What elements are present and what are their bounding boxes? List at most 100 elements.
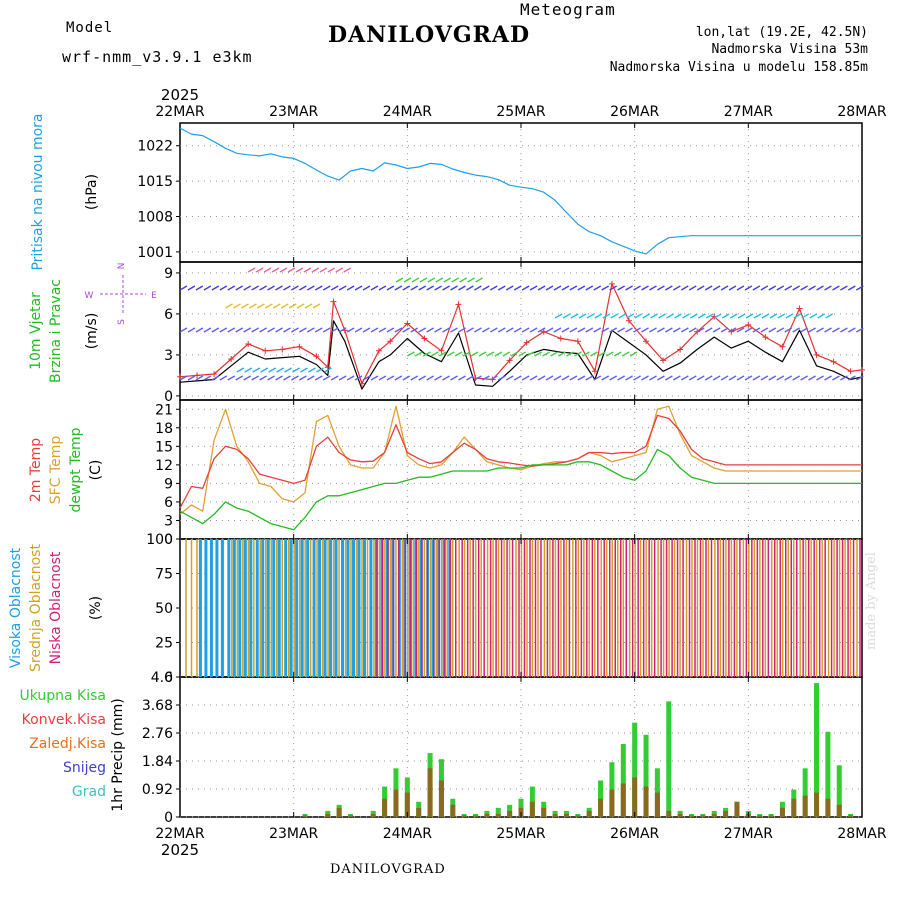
wind-direction-arrow: [808, 327, 816, 333]
wind-direction-arrow: [296, 303, 305, 309]
precip-bar-convective: [393, 789, 399, 817]
wind-direction-arrow: [594, 313, 603, 319]
wind-direction-arrow: [187, 375, 196, 381]
wind-direction-arrow: [577, 327, 586, 333]
pressure-unit: (hPa): [84, 174, 100, 210]
wind-direction-arrow: [641, 327, 649, 333]
precip-bar-convective: [836, 804, 842, 817]
wind-direction-arrow: [243, 375, 252, 381]
wind-gust-marker: [262, 347, 269, 354]
precip-bar-convective: [382, 798, 388, 817]
wind-direction-arrow: [605, 351, 614, 357]
wind-direction-arrow: [311, 267, 320, 273]
bottom-day-label: 23MAR: [269, 826, 318, 842]
wind-direction-arrow: [848, 327, 856, 333]
wind-direction-arrow: [817, 313, 826, 319]
wind-direction-arrow: [458, 375, 466, 381]
wind-direction-arrow: [832, 285, 840, 291]
precip-bar-convective: [495, 813, 501, 817]
wind-direction-arrow: [809, 313, 818, 319]
wind-direction-arrow: [362, 375, 371, 381]
wind-direction-arrow: [227, 327, 236, 333]
low-cloud-axis-title: Niska Oblacnost: [48, 551, 64, 664]
wind-direction-arrow: [271, 267, 280, 273]
precip-bar-total: [495, 807, 501, 817]
wind-direction-arrow: [312, 303, 321, 309]
wind-direction-arrow: [219, 285, 228, 291]
wind-direction-arrow: [728, 285, 737, 291]
wind-direction-arrow: [553, 327, 562, 333]
y-tick-label: 6: [164, 307, 173, 323]
wind-direction-arrow: [291, 375, 299, 381]
wind-direction-arrow: [259, 327, 267, 333]
wind-direction-arrow: [505, 285, 514, 291]
wind-direction-arrow: [283, 375, 291, 381]
wind-direction-arrow: [505, 327, 514, 333]
wind-direction-arrow: [840, 285, 848, 291]
bottom-day-label: 25MAR: [496, 826, 545, 842]
precip-bar-convective: [427, 768, 433, 817]
precip-bar-convective: [507, 810, 513, 817]
wind-direction-arrow: [553, 375, 562, 381]
wind-direction-arrow: [824, 375, 832, 381]
wind-gust-marker: [211, 371, 218, 378]
wind-direction-arrow: [618, 313, 627, 319]
wind-direction-arrow: [227, 375, 236, 381]
wind-direction-arrow: [521, 375, 530, 381]
wind-direction-arrow: [430, 351, 439, 357]
wind-direction-arrow: [304, 303, 313, 309]
wind-direction-arrow: [450, 375, 458, 381]
wind-direction-arrow: [570, 313, 579, 319]
altitude-text: Nadmorska Visina 53m: [711, 42, 868, 57]
wind-gust-marker: [438, 347, 445, 354]
wind-direction-arrow: [642, 313, 650, 319]
y-tick-label: 4.6: [151, 670, 173, 686]
wind-direction-arrow: [545, 285, 554, 291]
wind-direction-arrow: [697, 313, 706, 319]
wind-direction-arrow: [729, 313, 738, 319]
wind-gust-marker: [830, 358, 837, 365]
wind-axis-title-1: 10m Vjetar: [28, 292, 44, 370]
precip-bar-convective: [541, 807, 547, 817]
wind-direction-arrow: [610, 313, 619, 319]
wind-direction-arrow: [808, 285, 816, 291]
wind-direction-arrow: [280, 303, 289, 309]
wind-direction-arrow: [855, 375, 864, 381]
y-tick-label: 100: [146, 532, 173, 548]
wind-direction-arrow: [403, 277, 412, 283]
wind-direction-arrow: [704, 375, 713, 381]
wind-direction-arrow: [578, 313, 587, 319]
precip-bar-total: [666, 701, 672, 817]
wind-direction-arrow: [251, 375, 259, 381]
wind-direction-arrow: [760, 375, 769, 381]
wind-direction-arrow: [338, 327, 347, 333]
wind-direction-arrow: [434, 285, 442, 291]
wind-direction-arrow: [288, 303, 297, 309]
top-day-label: 22MAR: [155, 104, 204, 120]
wind-gust-marker: [847, 368, 854, 375]
precip-bar-convective: [404, 792, 410, 817]
precip-bar-convective: [654, 792, 660, 817]
wind-direction-arrow: [641, 375, 649, 381]
wind-direction-arrow: [558, 351, 566, 357]
wind-direction-arrow: [406, 351, 415, 357]
wind-gust-marker: [859, 366, 865, 373]
wind-direction-arrow: [825, 313, 833, 319]
wind-direction-arrow: [792, 285, 801, 291]
wind-direction-arrow: [569, 285, 578, 291]
wind-direction-arrow: [633, 375, 641, 381]
wind-direction-arrow: [486, 351, 495, 357]
coordinates-text: lon,lat (19.2E, 42.5N): [695, 25, 868, 40]
wind-direction-arrow: [395, 277, 404, 283]
wind-direction-arrow: [233, 303, 241, 309]
wind-direction-arrow: [482, 327, 490, 333]
top-day-label: 26MAR: [610, 104, 659, 120]
wind-direction-arrow: [776, 375, 785, 381]
precip-bar-convective: [689, 815, 694, 817]
wind-direction-arrow: [243, 285, 252, 291]
wind-gust-marker: [506, 357, 513, 364]
wind-direction-arrow: [550, 351, 558, 357]
bottom-day-label: 26MAR: [610, 826, 659, 842]
wind-direction-arrow: [597, 351, 606, 357]
